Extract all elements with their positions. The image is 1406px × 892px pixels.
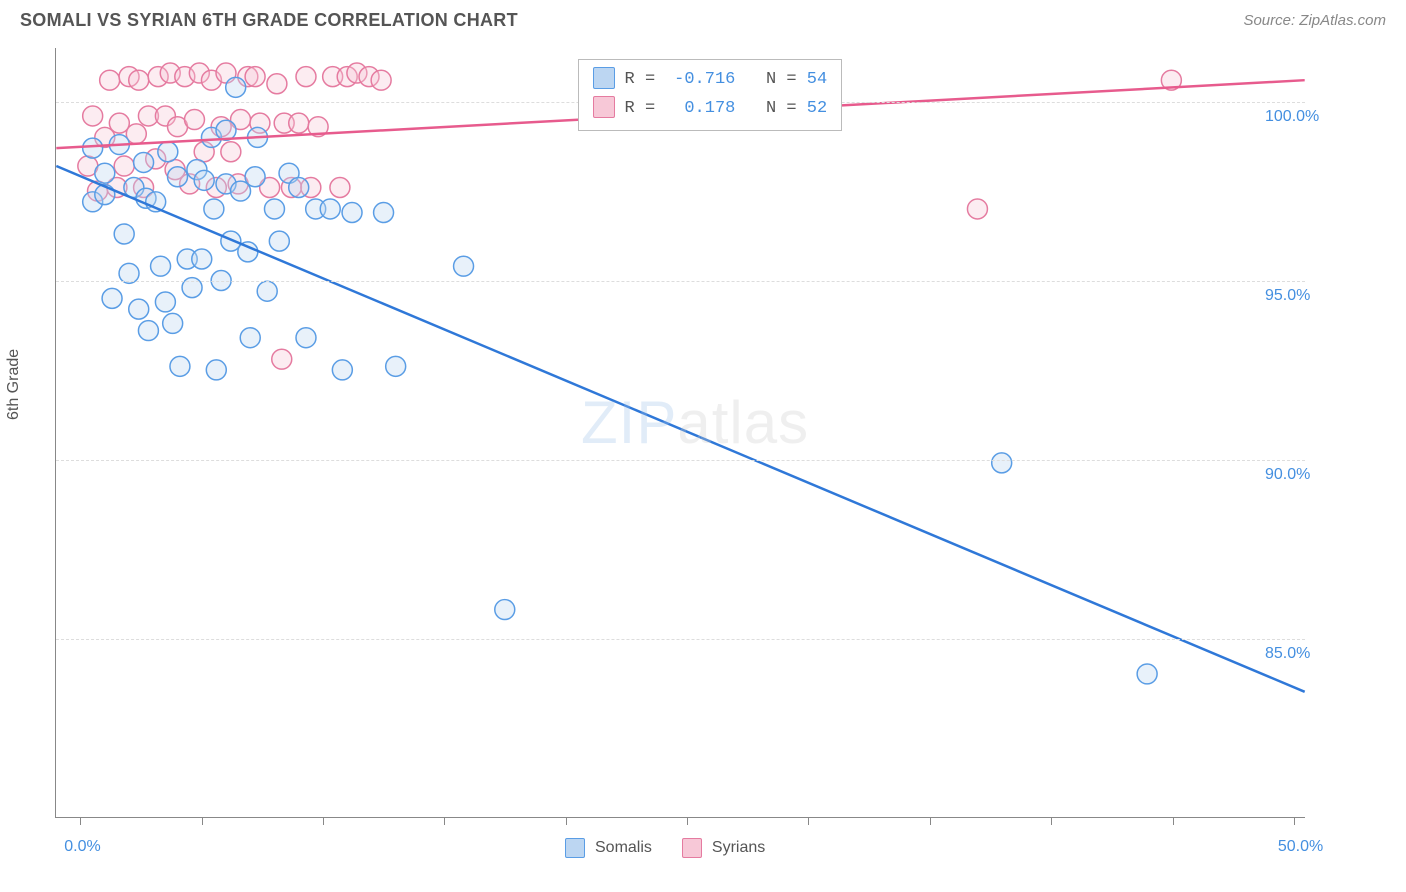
legend-swatch — [593, 67, 615, 89]
somalis-point — [332, 360, 352, 380]
legend-row: R = 0.178 N = 52 — [593, 95, 828, 124]
legend-swatch — [593, 96, 615, 118]
somalis-point — [264, 199, 284, 219]
legend-text: R = -0.716 N = 54 — [625, 70, 828, 89]
syrians-point — [967, 199, 987, 219]
somalis-point — [83, 138, 103, 158]
somalis-point — [257, 281, 277, 301]
syrians-point — [267, 74, 287, 94]
somalis-point — [155, 292, 175, 312]
y-tick-label: 100.0% — [1265, 108, 1319, 126]
syrians-point — [114, 156, 134, 176]
stats-legend: R = -0.716 N = 54 R = 0.178 N = 52 — [578, 59, 843, 131]
x-tick — [80, 817, 81, 825]
somalis-point — [289, 178, 309, 198]
somalis-point — [158, 142, 178, 162]
syrians-point — [272, 349, 292, 369]
y-tick-label: 85.0% — [1265, 645, 1310, 663]
syrians-point — [296, 67, 316, 87]
y-tick-label: 95.0% — [1265, 287, 1310, 305]
gridline — [56, 281, 1305, 282]
legend-text: R = 0.178 N = 52 — [625, 99, 828, 118]
x-tick — [1051, 817, 1052, 825]
somalis-point — [454, 256, 474, 276]
somalis-point — [240, 328, 260, 348]
somalis-point — [226, 77, 246, 97]
syrians-point — [289, 113, 309, 133]
syrians-point — [83, 106, 103, 126]
somalis-point — [192, 249, 212, 269]
somalis-point — [342, 203, 362, 223]
somalis-point — [134, 152, 154, 172]
somalis-point — [114, 224, 134, 244]
gridline — [56, 460, 1305, 461]
legend-row: R = -0.716 N = 54 — [593, 66, 828, 95]
syrians-point — [184, 110, 204, 130]
x-tick — [566, 817, 567, 825]
source-label: Source: ZipAtlas.com — [1243, 12, 1386, 29]
x-tick — [687, 817, 688, 825]
somalis-point — [320, 199, 340, 219]
x-tick — [1173, 817, 1174, 825]
x-tick — [808, 817, 809, 825]
somalis-point — [102, 288, 122, 308]
series-swatch — [682, 838, 702, 858]
syrians-point — [129, 70, 149, 90]
series-label: Somalis — [595, 839, 652, 856]
somalis-trendline — [56, 166, 1304, 692]
chart-plot-area: ZIPatlas R = -0.716 N = 54R = 0.178 N = … — [55, 48, 1305, 818]
syrians-point — [100, 70, 120, 90]
somalis-point — [170, 356, 190, 376]
x-tick — [202, 817, 203, 825]
somalis-point — [138, 321, 158, 341]
series-swatch — [565, 838, 585, 858]
x-tick — [444, 817, 445, 825]
plot-svg — [56, 48, 1305, 817]
somalis-point — [163, 313, 183, 333]
somalis-point — [495, 600, 515, 620]
syrians-point — [330, 178, 350, 198]
somalis-point — [95, 163, 115, 183]
somalis-point — [206, 360, 226, 380]
x-tick — [930, 817, 931, 825]
somalis-point — [194, 170, 214, 190]
somalis-point — [269, 231, 289, 251]
somalis-point — [992, 453, 1012, 473]
somalis-point — [245, 167, 265, 187]
somalis-point — [1137, 664, 1157, 684]
somalis-point — [386, 356, 406, 376]
y-axis-label: 6th Grade — [5, 349, 23, 420]
chart-title: SOMALI VS SYRIAN 6TH GRADE CORRELATION C… — [20, 10, 518, 31]
series-label: Syrians — [712, 839, 765, 856]
x-tick-label: 50.0% — [1278, 838, 1323, 856]
somalis-point — [168, 167, 188, 187]
x-tick — [323, 817, 324, 825]
x-tick-label: 0.0% — [64, 838, 100, 856]
somalis-point — [374, 203, 394, 223]
somalis-point — [129, 299, 149, 319]
x-tick — [1294, 817, 1295, 825]
syrians-point — [245, 67, 265, 87]
syrians-point — [371, 70, 391, 90]
bottom-legend: Somalis Syrians — [565, 838, 795, 858]
gridline — [56, 639, 1305, 640]
somalis-point — [296, 328, 316, 348]
somalis-point — [204, 199, 224, 219]
somalis-point — [216, 120, 236, 140]
syrians-point — [221, 142, 241, 162]
somalis-point — [151, 256, 171, 276]
y-tick-label: 90.0% — [1265, 466, 1310, 484]
